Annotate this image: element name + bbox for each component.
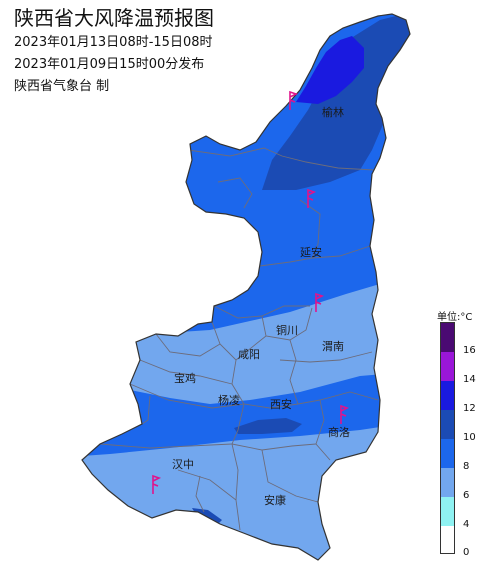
issued-time: 2023年01月09日15时00分发布	[14, 57, 205, 72]
legend-tick-10: 10	[463, 432, 476, 443]
forecast-period: 2023年01月13日08时-15日08时	[14, 35, 213, 50]
city-yulin: 榆林	[322, 105, 344, 119]
city-ankang: 安康	[264, 493, 286, 507]
band-10-12-xian	[234, 418, 302, 434]
legend-tick-14: 14	[463, 374, 476, 385]
legend-bar	[440, 322, 455, 554]
band-10-12-north	[262, 14, 410, 190]
color-legend: 单位:°C 16 14 12 10 8 6 4 0	[425, 308, 495, 558]
legend-seg-8-10	[441, 439, 454, 468]
legend-seg-4-6	[441, 497, 454, 526]
legend-tick-12: 12	[463, 403, 476, 414]
legend-unit: 单位:°C	[437, 312, 473, 323]
city-xian: 西安	[270, 397, 292, 411]
city-tongchuan: 铜川	[276, 323, 298, 337]
wind-barb-icon	[152, 474, 162, 494]
legend-seg-10-12	[441, 410, 454, 439]
city-weinan: 渭南	[322, 340, 344, 353]
legend-tick-0: 0	[463, 547, 470, 558]
map-header: 陕西省大风降温预报图 2023年01月13日08时-15日08时 2023年01…	[14, 4, 214, 98]
legend-tick-6: 6	[463, 490, 470, 501]
wind-barb-icon	[289, 90, 299, 110]
city-yanan: 延安	[300, 245, 322, 259]
prefecture-borders	[99, 147, 379, 531]
issuer: 陕西省气象台 制	[14, 79, 110, 94]
legend-tick-16: 16	[463, 345, 476, 356]
legend-seg-16plus	[441, 323, 454, 352]
legend-seg-0-4	[441, 526, 454, 553]
legend-seg-6-8	[441, 468, 454, 497]
wind-barbs	[152, 90, 350, 494]
city-shangluo: 商洛	[328, 425, 350, 439]
map-title: 陕西省大风降温预报图	[14, 6, 214, 30]
legend-seg-14-16	[441, 352, 454, 381]
city-labels: 榆林 延安 铜川 渭南 咸阳 宝鸡 杨凌 西安 商洛 汉中 安康	[172, 105, 350, 507]
city-yangling: 杨凌	[218, 393, 240, 407]
city-hanzhong: 汉中	[172, 458, 194, 471]
legend-seg-12-14	[441, 381, 454, 410]
city-baoji: 宝鸡	[174, 371, 196, 385]
wind-barb-icon	[307, 188, 317, 208]
city-xianyang: 咸阳	[238, 348, 260, 361]
legend-tick-4: 4	[463, 519, 470, 530]
band-12-14-north	[296, 36, 364, 104]
wind-barb-icon	[340, 404, 350, 424]
wind-barb-icon	[315, 292, 325, 312]
legend-tick-8: 8	[463, 461, 470, 472]
